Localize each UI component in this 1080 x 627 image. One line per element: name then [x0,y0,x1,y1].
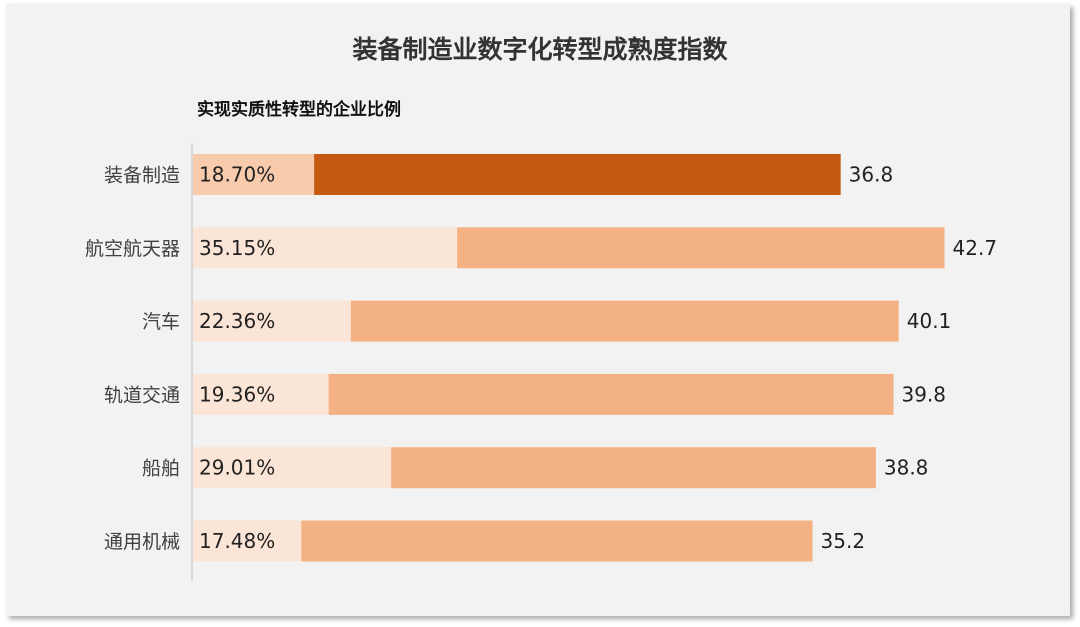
category-label: 汽车 [142,311,180,333]
percent-segment [193,373,329,415]
data-label: 42.7 [953,236,998,260]
bar [457,227,945,269]
bar [328,373,894,415]
bar [350,300,899,342]
category-label: 通用机械 [104,531,180,553]
percent-segment [193,227,458,269]
category-label: 航空航天器 [85,238,180,260]
data-label: 38.8 [884,456,929,480]
chart-subtitle: 实现实质性转型的企业比例 [197,100,401,120]
data-label: 40.1 [907,309,952,333]
bar [391,447,876,489]
percent-label: 29.01% [199,456,275,480]
category-label: 装备制造 [104,165,180,187]
percent-label: 17.48% [199,529,275,553]
percent-segment [193,154,315,195]
category-label: 船舶 [142,458,180,480]
percent-segment [193,300,351,342]
percent-segment [193,447,392,489]
percent-label: 35.15% [199,236,275,260]
percent-segment [193,520,302,562]
data-label: 35.2 [821,529,866,553]
bar [314,154,841,195]
chart-title: 装备制造业数字化转型成熟度指数 [352,35,728,64]
category-label: 轨道交通 [104,384,180,406]
percent-label: 22.36% [199,309,275,333]
percent-label: 18.70% [199,163,275,187]
data-label: 39.8 [901,382,946,406]
bar [301,520,813,562]
percent-label: 19.36% [199,382,275,406]
data-label: 36.8 [849,163,894,187]
